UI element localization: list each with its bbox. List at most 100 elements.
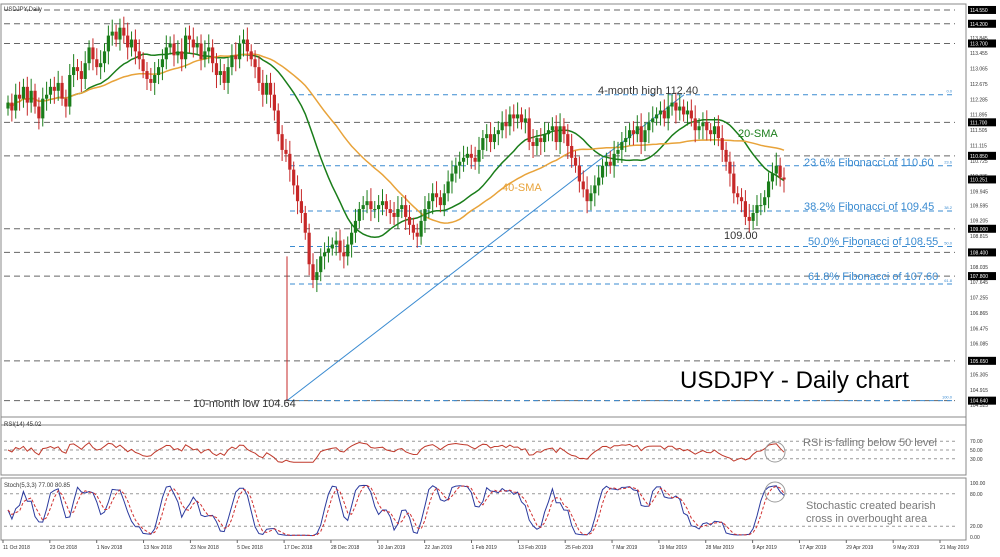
candle-body — [326, 248, 331, 253]
price-axis-tick-label: 108.815 — [970, 234, 988, 240]
rsi-annotation: RSI is falling below 50 level — [803, 437, 937, 449]
candle-body — [469, 153, 473, 158]
candle-body — [37, 106, 41, 119]
candle-body — [516, 114, 520, 119]
candle-body — [52, 86, 56, 91]
stoch-d-line — [7, 485, 785, 537]
price-tag-label: 105.650 — [970, 359, 988, 365]
candle-body — [566, 134, 570, 146]
candle-body — [56, 82, 60, 91]
candle-body — [110, 31, 114, 36]
candle-body — [546, 130, 551, 135]
candle-body — [41, 98, 45, 119]
candle-body — [91, 47, 95, 60]
candle-body — [214, 63, 219, 76]
candle-body — [234, 55, 238, 60]
candle-body — [133, 39, 138, 52]
candle-body — [149, 78, 153, 83]
candle-body — [280, 134, 284, 150]
stoch-axis-label: 100.00 — [970, 481, 986, 487]
candle-body — [195, 43, 199, 48]
price-axis-tick-label: 113.455 — [970, 51, 988, 57]
annotation-4month-high: 4-month high 112.40 — [598, 85, 698, 97]
candle-body — [550, 126, 554, 131]
candle-body — [415, 232, 419, 237]
price-tag-box — [968, 39, 996, 48]
price-tag-label: 104.640 — [970, 399, 988, 405]
candle-body — [423, 209, 427, 221]
candle-body — [678, 106, 682, 111]
price-axis-tick-label: 109.945 — [970, 190, 988, 196]
candle-body — [732, 173, 736, 194]
candle-body — [353, 220, 358, 233]
candle-body — [508, 114, 512, 127]
candle-body — [249, 51, 253, 60]
candle-body — [87, 47, 91, 64]
candle-body — [392, 213, 396, 217]
price-axis-tick-label: 106.865 — [970, 311, 988, 317]
candle-body — [504, 122, 508, 127]
stoch-k-line — [7, 484, 785, 537]
candle-body — [685, 110, 690, 115]
annotation-40-sma: 40-SMA — [502, 182, 542, 194]
price-tag-box — [968, 224, 996, 233]
candle-body — [45, 94, 49, 99]
date-axis-label: 13 Feb 2019 — [518, 545, 546, 551]
candle-body — [488, 134, 493, 143]
candle-body — [473, 157, 477, 162]
candle-body — [712, 126, 717, 135]
candle-body — [438, 197, 442, 206]
candle-body — [226, 67, 230, 83]
fibonacci-ratio-label: 23.6 — [944, 160, 953, 165]
rsi-axis-label: 70.00 — [970, 439, 983, 445]
fib-label-618: 61.8% Fibonacci of 107.60 — [808, 271, 938, 283]
candle-body — [218, 71, 222, 76]
candle-body — [396, 209, 400, 217]
candle-body — [303, 213, 307, 233]
rsi-highlight-circle — [764, 441, 786, 463]
candle-body — [766, 181, 771, 198]
candle-body — [620, 142, 624, 150]
candle-body — [253, 59, 257, 68]
candle-body — [500, 122, 504, 131]
rsi-axis-label: 50.00 — [970, 448, 983, 454]
candle-body — [404, 205, 408, 217]
candle-body — [573, 157, 578, 166]
candle-body — [512, 114, 516, 119]
candle-body — [654, 114, 659, 119]
candle-body — [774, 165, 778, 174]
stoch-label: Stoch(5,3,3) 77.00 80.85 — [4, 483, 71, 489]
candle-body — [697, 126, 701, 131]
candle-body — [176, 51, 180, 56]
price-tag-box — [968, 396, 996, 405]
price-axis-tick-label: 109.205 — [970, 219, 988, 225]
fibonacci-ratio-label: 100.0 — [942, 395, 953, 400]
candle-body — [589, 193, 593, 202]
candle-body — [751, 213, 755, 221]
date-axis-label: 9 May 2019 — [893, 545, 919, 551]
candle-body — [554, 126, 558, 143]
candle-body — [689, 110, 693, 119]
candle-body — [75, 67, 80, 72]
candle-body — [377, 205, 381, 210]
candle-body — [597, 177, 601, 186]
price-axis-tick-label: 104.915 — [970, 388, 988, 394]
candle-body — [129, 39, 134, 48]
candle-body — [519, 114, 524, 123]
annotation-20-sma: 20-SMA — [738, 128, 778, 140]
candle-body — [539, 138, 543, 143]
date-axis-label: 13 Nov 2018 — [144, 545, 173, 551]
candle-body — [319, 256, 323, 273]
candle-body — [346, 244, 350, 257]
candle-body — [674, 102, 678, 111]
candle-body — [411, 224, 415, 233]
candle-body — [288, 153, 292, 170]
price-axis-tick-label: 104.525 — [970, 403, 988, 409]
price-tag-box — [968, 272, 996, 281]
candle-body — [743, 201, 747, 217]
candle-body — [627, 130, 632, 139]
candle-body — [245, 39, 249, 52]
candle-body — [295, 185, 300, 202]
candle-body — [558, 126, 562, 143]
